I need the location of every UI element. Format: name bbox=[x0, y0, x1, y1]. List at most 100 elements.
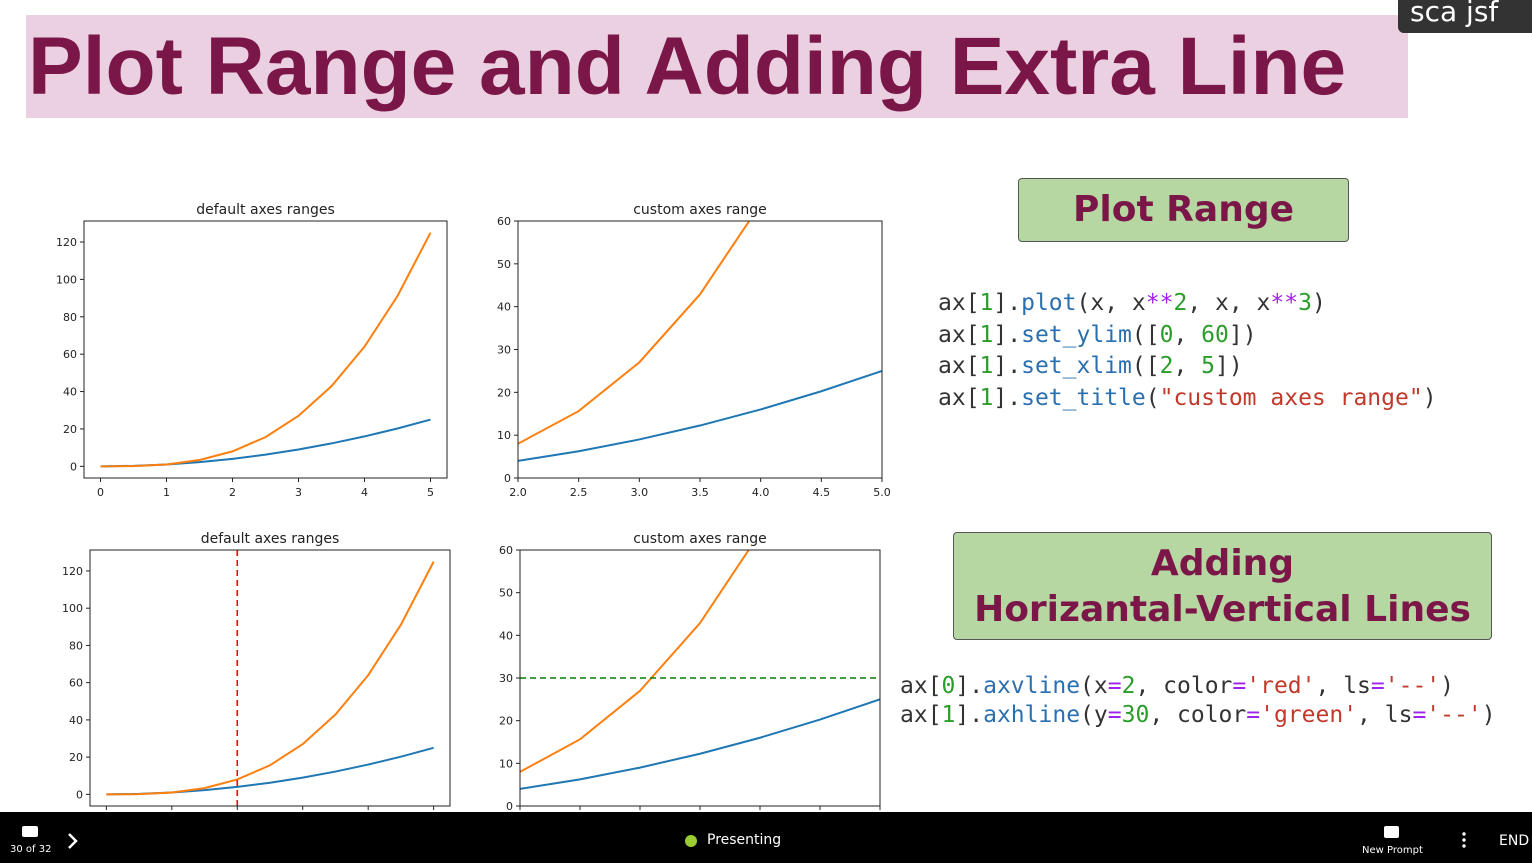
code-token: ax[ bbox=[938, 290, 980, 316]
code-token: ) bbox=[1311, 290, 1326, 316]
code-token: ]. bbox=[993, 321, 1022, 348]
code-token: 1 bbox=[979, 321, 994, 348]
y-tick-label: 50 bbox=[499, 587, 513, 600]
box-line: Adding bbox=[1150, 543, 1295, 584]
menu-button[interactable] bbox=[1461, 832, 1467, 850]
code-token: = bbox=[1246, 702, 1261, 728]
code-token: ax[ bbox=[938, 384, 980, 411]
new-prompt[interactable]: New Prompt bbox=[1362, 845, 1423, 856]
code-line: ax[0].axvline(x=2, color='red', ls='--') bbox=[900, 672, 1496, 701]
code-token: '--' bbox=[1426, 702, 1482, 728]
next-button[interactable] bbox=[66, 832, 80, 850]
code-token: ]. bbox=[993, 353, 1022, 379]
y-tick-label: 10 bbox=[499, 757, 513, 770]
line-series bbox=[518, 369, 882, 462]
y-tick-label: 40 bbox=[497, 301, 511, 314]
code-token: axhline bbox=[983, 702, 1081, 728]
x-tick-label: 2.5 bbox=[570, 486, 588, 499]
y-tick-label: 20 bbox=[499, 715, 513, 728]
code-token: , ls bbox=[1357, 702, 1413, 728]
code-token: ) bbox=[1422, 384, 1437, 411]
slide-title: Plot Range and Adding Extra Line bbox=[26, 15, 1408, 118]
code-token: , color bbox=[1149, 702, 1247, 728]
x-tick-label: 5 bbox=[427, 486, 434, 499]
code-token: ax[ bbox=[900, 673, 942, 699]
y-tick-label: 0 bbox=[506, 800, 513, 812]
y-tick-label: 40 bbox=[499, 629, 513, 642]
code-token: = bbox=[1107, 673, 1122, 699]
code-token: 2 bbox=[1173, 290, 1188, 316]
code-line: ax[1].set_ylim([0, 60]) bbox=[938, 320, 1437, 352]
code-token: (y bbox=[1080, 702, 1108, 728]
code-token: 1 bbox=[979, 384, 994, 411]
code-token: ]. bbox=[955, 702, 984, 728]
code-token: ** bbox=[1270, 290, 1299, 316]
chart-title: default axes ranges bbox=[196, 202, 335, 218]
code-token: axvline bbox=[983, 673, 1081, 699]
code-line: ax[1].axhline(y=30, color='green', ls='-… bbox=[900, 701, 1496, 730]
code-token: , bbox=[1173, 353, 1202, 379]
code-token: ]. bbox=[993, 290, 1022, 316]
code-token: 3 bbox=[1298, 290, 1312, 316]
code-line: ax[1].set_title("custom axes range") bbox=[938, 383, 1437, 415]
line-series bbox=[520, 698, 880, 790]
y-tick-label: 30 bbox=[499, 672, 513, 685]
code-token: "custom axes range" bbox=[1159, 384, 1423, 411]
plot-area bbox=[518, 221, 882, 462]
code-token: ([ bbox=[1131, 353, 1160, 379]
code-token: ]) bbox=[1228, 321, 1257, 348]
code-token: set_title bbox=[1021, 384, 1146, 411]
y-tick-label: 120 bbox=[62, 565, 83, 578]
x-tick-label: 3.0 bbox=[631, 486, 649, 499]
code-token: ** bbox=[1145, 290, 1174, 316]
code-token: 5 bbox=[1201, 353, 1216, 379]
x-tick-label: 3.5 bbox=[691, 486, 709, 499]
code-token: ax[ bbox=[938, 321, 980, 348]
y-tick-label: 60 bbox=[499, 544, 513, 557]
y-tick-label: 10 bbox=[497, 429, 511, 442]
code-token: (x, x bbox=[1076, 290, 1146, 316]
plot-area bbox=[520, 550, 880, 790]
end-button[interactable]: END bbox=[1499, 833, 1530, 849]
line-series bbox=[518, 221, 751, 445]
code-token: 2 bbox=[1159, 353, 1174, 379]
page-count: 30 of 32 bbox=[10, 844, 52, 855]
y-tick-label: 0 bbox=[76, 788, 83, 801]
taskbar: 30 of 32 Presenting New Prompt END bbox=[0, 812, 1532, 863]
code-token: 1 bbox=[979, 290, 994, 316]
code-token: 0 bbox=[941, 673, 956, 699]
code-token: 1 bbox=[979, 353, 994, 379]
code-token: ]. bbox=[955, 673, 984, 699]
plot-range-box: Plot Range bbox=[1018, 178, 1349, 242]
y-tick-label: 100 bbox=[56, 273, 77, 286]
code-token: plot bbox=[1021, 290, 1077, 316]
code-line: ax[1].plot(x, x**2, x, x**3) bbox=[938, 288, 1437, 320]
code-token: 1 bbox=[941, 702, 956, 728]
code-token: set_ylim bbox=[1021, 321, 1132, 348]
code-block: ax[0].axvline(x=2, color='red', ls='--')… bbox=[900, 672, 1496, 730]
y-tick-label: 0 bbox=[504, 472, 511, 485]
slides-icon[interactable] bbox=[21, 825, 41, 841]
chart-title: custom axes range bbox=[633, 202, 767, 218]
code-token: = bbox=[1107, 702, 1122, 728]
box-line: Horizantal-Vertical Lines bbox=[974, 589, 1471, 630]
prompt-icon[interactable] bbox=[1383, 825, 1401, 841]
code-token: set_xlim bbox=[1021, 353, 1132, 379]
y-tick-label: 20 bbox=[63, 423, 77, 436]
corner-label: sca jsf bbox=[1398, 0, 1532, 33]
lines-box: Adding Horizantal-Vertical Lines bbox=[953, 532, 1492, 640]
y-tick-label: 30 bbox=[497, 344, 511, 357]
y-tick-label: 80 bbox=[69, 639, 83, 652]
plot-area bbox=[106, 550, 435, 806]
chart-title: custom axes range bbox=[633, 531, 767, 547]
axes-frame bbox=[89, 549, 451, 807]
chart-title: default axes ranges bbox=[201, 531, 340, 547]
code-token: , ls bbox=[1315, 673, 1371, 699]
y-tick-label: 20 bbox=[497, 386, 511, 399]
y-tick-label: 80 bbox=[63, 311, 77, 324]
status-dot bbox=[685, 835, 697, 847]
code-token: = bbox=[1370, 673, 1385, 699]
code-token: ([ bbox=[1131, 321, 1160, 348]
plot-area bbox=[100, 232, 432, 468]
